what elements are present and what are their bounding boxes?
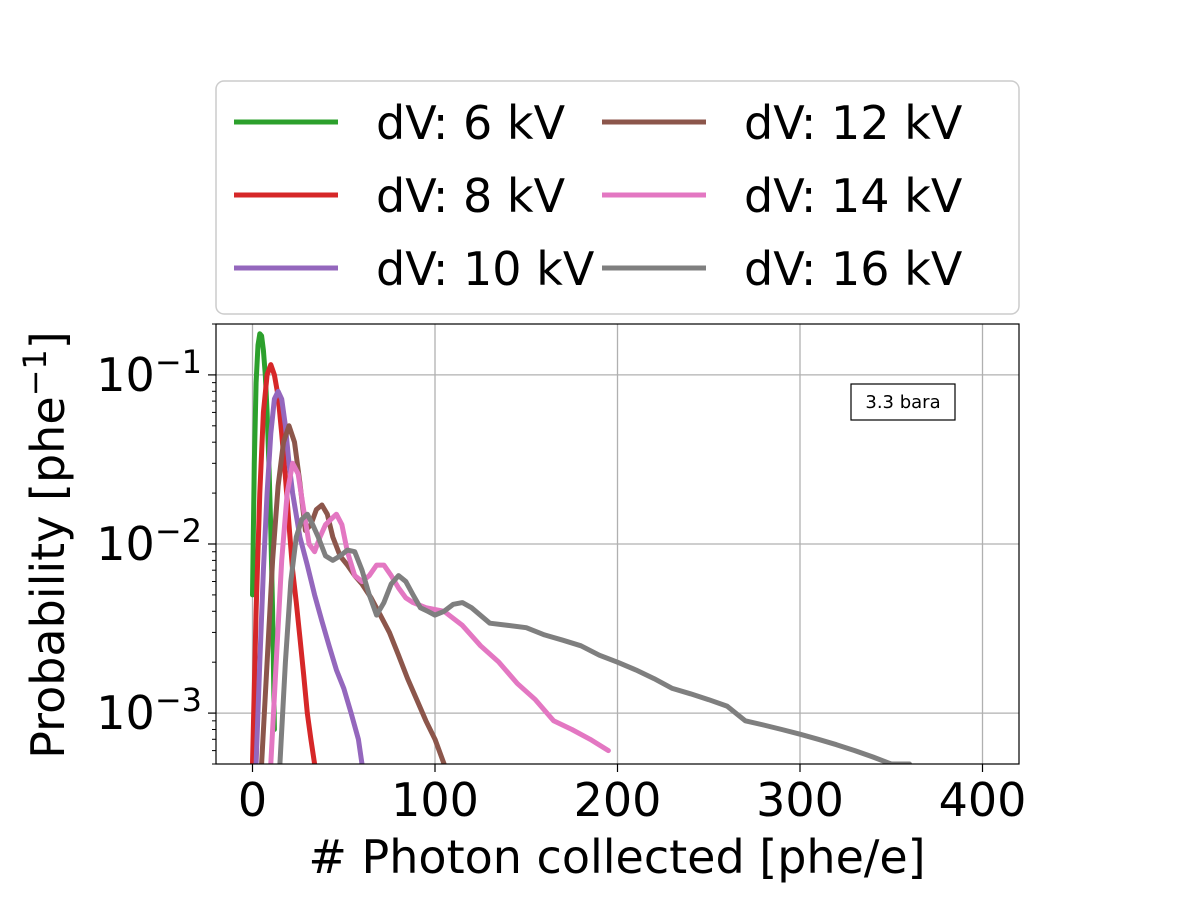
y-axis-label-main: Probability [phe: [21, 396, 75, 758]
y-axis: 10−3 10−2 10−1: [96, 323, 216, 765]
series-line: [250, 331, 277, 732]
legend-label: dV: 8 kV: [376, 169, 566, 223]
y-axis-label-suffix: ]: [21, 331, 75, 349]
x-tick-label: 0: [238, 773, 267, 827]
legend-label: dV: 6 kV: [376, 96, 566, 150]
series-line: [268, 460, 611, 764]
y-tick-label: 10−3: [96, 681, 202, 740]
legend-label: dV: 10 kV: [376, 242, 595, 296]
x-axis-label: # Photon collected [phe/e]: [308, 830, 925, 884]
annotation-box: 3.3 bara: [850, 383, 956, 421]
y-tick-label: 10−2: [96, 512, 202, 571]
series-line: [253, 388, 365, 764]
x-tick-label: 400: [939, 773, 1027, 827]
legend-label: dV: 12 kV: [744, 96, 963, 150]
x-tick-label: 300: [756, 773, 844, 827]
annotation-text: 3.3 bara: [865, 392, 940, 413]
y-axis-label: Probability [phe−1]: [16, 331, 75, 759]
series-line: [259, 423, 447, 764]
x-tick-label: 200: [574, 773, 662, 827]
series-line: [277, 511, 912, 764]
y-tick-label: 10−1: [96, 343, 202, 402]
legend: dV: 6 kV dV: 8 kV dV: 10 kV dV: 12 kV dV: 14…: [215, 80, 1020, 315]
legend-label: dV: 14 kV: [744, 169, 963, 223]
x-axis: 0 100 200 300 400: [238, 764, 1027, 827]
x-tick-label: 100: [391, 773, 479, 827]
y-axis-label-exponent: −1: [16, 349, 54, 396]
series-layer: [250, 331, 912, 764]
legend-label: dV: 16 kV: [744, 242, 963, 296]
